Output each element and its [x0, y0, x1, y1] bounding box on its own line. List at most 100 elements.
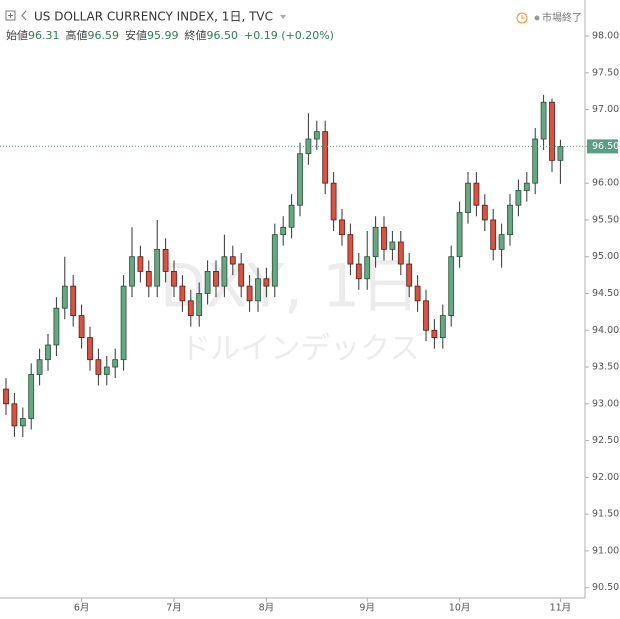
collapse-icon[interactable]	[21, 10, 27, 21]
x-tick-label: 10月	[449, 603, 471, 614]
candle-body	[95, 359, 102, 375]
ohlc-label: 安値	[125, 28, 147, 42]
ohlc-value: 96.50	[207, 29, 239, 42]
dropdown-caret[interactable]	[280, 15, 286, 19]
candle-body	[204, 271, 211, 294]
x-tick-label: 6月	[74, 603, 90, 614]
expand-icon-plus	[8, 13, 13, 18]
y-tick-label: 91.00	[592, 545, 619, 556]
ohlc-value: 95.99	[147, 29, 179, 42]
candle-body	[288, 204, 295, 228]
candle-body	[280, 226, 287, 236]
candle-body	[221, 256, 228, 287]
ohlc-change: +0.19 (+0.20%)	[244, 29, 334, 42]
candle-body	[381, 226, 387, 250]
y-tick-label: 92.00	[592, 472, 619, 483]
candle-body	[45, 344, 51, 361]
candle-body	[196, 293, 203, 316]
candle-body	[431, 329, 438, 339]
y-tick-label: 94.00	[592, 325, 619, 336]
clock-icon	[516, 12, 528, 24]
plot	[3, 94, 564, 437]
candle-body	[187, 300, 194, 316]
candle-body	[389, 241, 396, 250]
candle-body	[246, 285, 253, 302]
y-tick-label: 96.00	[592, 178, 619, 189]
candle-body	[448, 256, 455, 316]
y-tick-label: 93.50	[592, 362, 619, 373]
candle-body	[532, 138, 539, 184]
ohlc-label: 終値	[185, 28, 207, 42]
candle-body	[103, 366, 110, 375]
candle-body	[305, 138, 312, 155]
candle-body	[137, 256, 144, 272]
candle-body	[120, 285, 127, 361]
candle-body	[507, 204, 513, 236]
ohlc-label: 高値	[66, 28, 88, 42]
candle-body	[406, 263, 413, 287]
y-tick-label: 92.50	[592, 435, 619, 446]
ohlc-label: 始値	[6, 28, 28, 42]
candle-body	[87, 337, 93, 361]
y-tick-label: 93.00	[592, 398, 619, 409]
market-status: 市場終了	[542, 11, 582, 24]
candle-body	[162, 248, 169, 272]
candle-body	[213, 271, 219, 287]
candle-body	[61, 285, 68, 309]
candle-body	[11, 403, 18, 427]
y-tick-label: 95.00	[592, 251, 619, 262]
y-tick-label: 97.00	[592, 104, 619, 115]
watermark-group: DXY, 1日 ドルインデックス	[160, 252, 420, 367]
candle-body	[355, 263, 362, 280]
x-tick-label: 9月	[359, 603, 375, 614]
candle-body	[229, 256, 236, 265]
x-tick-label: 8月	[259, 603, 275, 614]
x-tick-label: 11月	[550, 603, 572, 614]
candle-body	[145, 271, 152, 287]
candle-body	[515, 190, 522, 206]
candle-body	[112, 359, 119, 368]
candle-body	[339, 219, 345, 236]
expand-icon[interactable]	[5, 10, 16, 21]
candle-body	[53, 307, 60, 346]
ohlc-value: 96.59	[88, 29, 120, 42]
y-tick-label: 98.00	[592, 31, 619, 42]
candle-body	[255, 278, 261, 302]
candle-body	[439, 315, 446, 339]
status-dot	[534, 15, 540, 21]
ohlc-header: 始値96.31 高値96.59 安値95.99 終値96.50 +0.19 (+0.20…	[6, 28, 334, 42]
candle-body	[397, 241, 404, 265]
candle-body	[465, 182, 471, 213]
candle-body	[322, 131, 329, 184]
candle-body	[456, 212, 463, 258]
chart-title: US DOLLAR CURRENCY INDEX, 1日, TVC	[34, 10, 273, 24]
candle-body	[313, 131, 320, 140]
candle-body	[372, 226, 379, 258]
candle-body	[414, 285, 421, 302]
ohlc-value: 96.31	[28, 29, 60, 42]
candle-body	[36, 359, 43, 375]
candle-body	[179, 285, 186, 302]
candle-body	[364, 256, 371, 280]
candle-body	[271, 234, 278, 287]
candle-body	[129, 256, 135, 287]
last-price-label: 96.50	[592, 141, 619, 152]
watermark-symbol: DXY, 1日	[160, 252, 420, 322]
y-tick-label: 94.50	[592, 288, 619, 299]
candle-body	[490, 219, 497, 250]
candle-body	[19, 418, 26, 427]
last-price-box	[587, 139, 618, 154]
y-tick-label: 91.50	[592, 509, 619, 520]
x-tick-label: 7月	[166, 603, 182, 614]
candle-body	[523, 182, 530, 191]
watermark-name: ドルインデックス	[180, 332, 419, 367]
candle-body	[423, 300, 429, 331]
candle-body	[347, 234, 354, 265]
y-tick-label: 90.50	[592, 582, 619, 593]
candle-body	[3, 388, 9, 405]
candle-body	[481, 204, 488, 221]
candle-body	[297, 153, 303, 206]
